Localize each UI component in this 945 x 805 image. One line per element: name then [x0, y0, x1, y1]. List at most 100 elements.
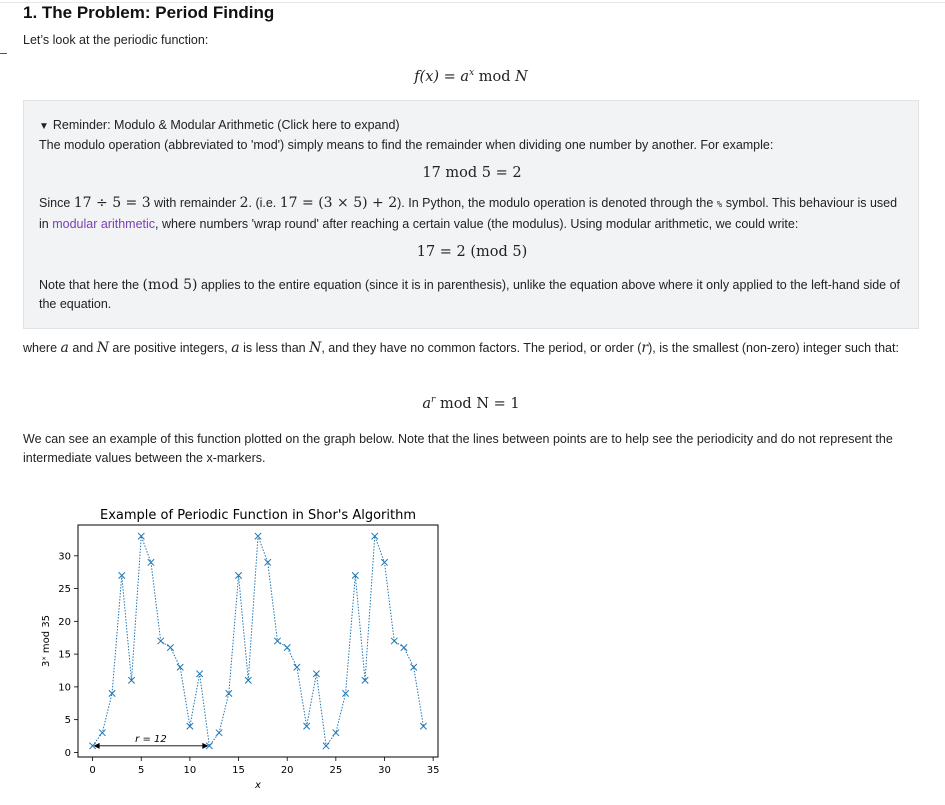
text-span: ). In Python, the modulo operation is de…: [397, 196, 717, 210]
data-point-marker: [215, 729, 223, 737]
math-inline: N: [96, 340, 109, 356]
arrow-left-head: [93, 742, 100, 749]
x-tick-label: 15: [232, 765, 245, 776]
math-inline: 17 ÷ 5 = 3: [73, 195, 151, 211]
data-point-marker: [98, 729, 106, 737]
graph-description: We can see an example of this function p…: [23, 432, 893, 465]
text-span: and: [68, 341, 97, 355]
text-span: Note that here the: [39, 278, 143, 292]
chart-title: Example of Periodic Function in Shor's A…: [100, 508, 416, 523]
where-paragraph: where a and N are positive integers, a i…: [23, 339, 903, 358]
data-point-marker: [361, 676, 369, 684]
text-span: , where numbers 'wrap round' after reach…: [155, 217, 799, 231]
data-point-marker: [254, 532, 262, 540]
eq-main-mod: mod: [474, 68, 516, 85]
data-point-marker: [312, 670, 320, 678]
text-span: Since: [39, 196, 74, 210]
reminder-details-box: ▼ Reminder: Modulo & Modular Arithmetic (…: [23, 100, 919, 329]
x-tick-label: 20: [281, 765, 294, 776]
text-span: ), is the smallest (non-zero) integer su…: [648, 341, 899, 355]
triangle-down-icon: ▼: [39, 121, 49, 132]
data-point-marker: [410, 663, 418, 671]
x-axis-label: x: [254, 780, 261, 791]
y-axis-label: 3ˣ mod 35: [41, 615, 52, 667]
x-tick-label: 10: [184, 765, 197, 776]
x-tick-label: 5: [138, 765, 144, 776]
text-span: are positive integers,: [108, 341, 232, 355]
section-heading: 1. The Problem: Period Finding: [23, 3, 275, 22]
data-point-marker: [342, 689, 350, 697]
math-inline: (mod 5): [142, 277, 198, 293]
reminder-summary-toggle[interactable]: ▼ Reminder: Modulo & Modular Arithmetic (…: [39, 118, 400, 132]
math-inline: a: [60, 340, 69, 356]
data-point-marker: [390, 637, 398, 645]
data-point-marker: [283, 644, 291, 652]
eq-main-lhs: f(x) = a: [414, 68, 470, 85]
reminder-equation-2: 17 = 2 (mod 5): [416, 244, 528, 260]
data-point-marker: [380, 558, 389, 566]
eq-order-a: a: [422, 395, 432, 412]
data-point-marker: [147, 558, 155, 566]
math-inline: r: [641, 340, 649, 356]
reminder-paragraph-3: Note that here the (mod 5) applies to th…: [39, 276, 904, 314]
data-point-marker: [234, 571, 243, 580]
data-point-marker: [264, 558, 272, 566]
modular-arithmetic-link[interactable]: modular arithmetic: [52, 217, 156, 231]
main-equation: f(x) = ax mod N: [23, 68, 919, 85]
x-tick-label: 35: [427, 765, 440, 776]
data-point-marker: [332, 729, 340, 737]
data-point-marker: [205, 742, 213, 750]
y-tick-label: 5: [65, 715, 71, 726]
data-point-marker: [419, 722, 427, 730]
data-point-marker: [293, 663, 301, 671]
eq-order-rest: mod N = 1: [435, 395, 520, 412]
data-point-marker: [137, 532, 145, 540]
reminder-equation-1: 17 mod 5 = 2: [422, 165, 522, 181]
text-span: , and they have no common factors. The p…: [321, 341, 642, 355]
data-point-marker: [351, 571, 359, 580]
text-span: is less than: [239, 341, 310, 355]
x-tick-label: 0: [89, 765, 95, 776]
data-point-marker: [186, 722, 194, 730]
reminder-summary-label: Reminder: Modulo & Modular Arithmetic (C…: [52, 118, 400, 132]
data-point-marker: [303, 722, 311, 730]
y-tick-label: 20: [58, 617, 71, 628]
reminder-paragraph-2: Since 17 ÷ 5 = 3 with remainder 2. (i.e.…: [39, 194, 904, 234]
data-point-marker: [127, 676, 136, 684]
data-point-marker: [400, 644, 408, 652]
text-span: . (i.e.: [248, 196, 280, 210]
eq-main-rhs: N: [515, 68, 528, 85]
math-inline: N: [309, 340, 322, 356]
data-point-marker: [176, 663, 184, 671]
cell-margin-marker: [0, 53, 7, 54]
y-tick-label: 25: [58, 584, 71, 595]
eq-order-sup: r: [431, 395, 436, 405]
y-tick-label: 0: [65, 748, 71, 759]
x-tick-label: 30: [378, 765, 391, 776]
data-point-marker: [89, 742, 97, 750]
inline-code: %: [716, 200, 723, 210]
text-span: applies to the entire equation (since it…: [39, 278, 901, 311]
data-point-marker: [371, 532, 379, 540]
top-divider: [0, 2, 945, 3]
math-inline: 2: [239, 195, 249, 211]
data-point-marker: [157, 637, 165, 645]
intro-text: Let’s look at the periodic function:: [23, 33, 209, 47]
y-tick-label: 30: [58, 551, 71, 562]
y-tick-label: 10: [58, 682, 71, 693]
text-span: symbol. This behaviour is used in: [39, 196, 898, 231]
text-span: where: [23, 341, 61, 355]
eq-main-sup: x: [469, 68, 475, 78]
reminder-paragraph-1: The modulo operation (abbreviated to 'mo…: [39, 138, 774, 152]
y-tick-label: 15: [58, 650, 71, 661]
data-point-marker: [166, 644, 174, 652]
periodic-function-chart: Example of Periodic Function in Shor's A…: [35, 500, 455, 800]
series-line: [92, 535, 424, 748]
period-annotation-label: r = 12: [135, 734, 167, 745]
data-point-marker: [322, 742, 330, 750]
chart-svg: Example of Periodic Function in Shor's A…: [41, 508, 440, 791]
data-point-marker: [273, 637, 282, 645]
arrow-right-head: [202, 742, 209, 749]
order-equation: ar mod N = 1: [23, 395, 919, 412]
data-point-marker: [118, 571, 126, 580]
